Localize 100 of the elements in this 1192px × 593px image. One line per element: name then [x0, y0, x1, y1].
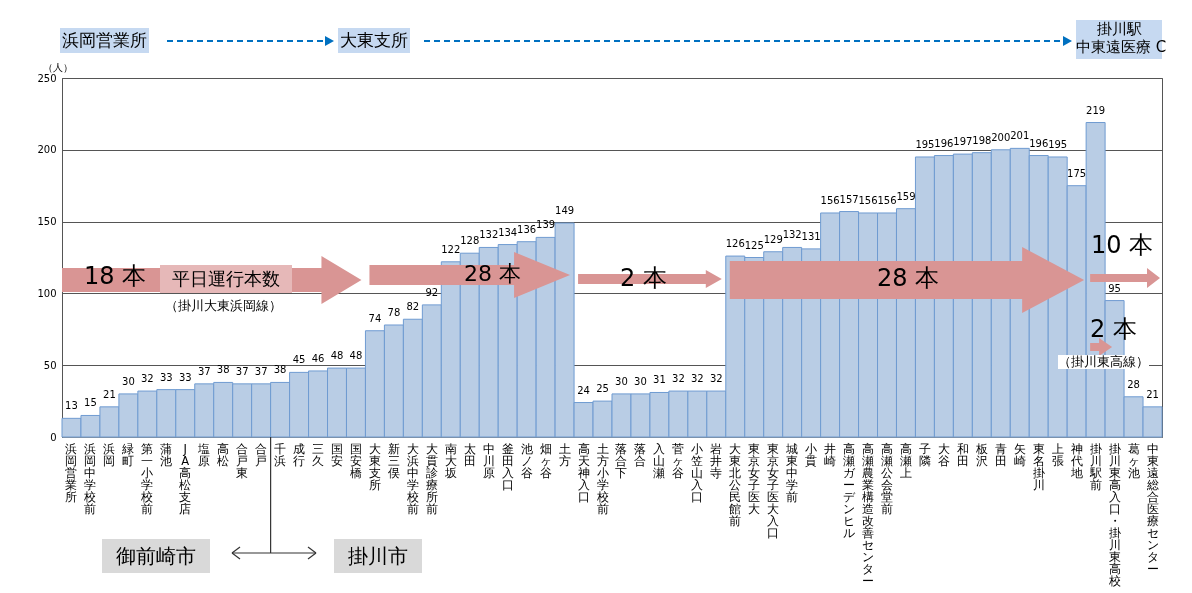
category-label: 高瀬農業構造改善センター [862, 441, 875, 588]
x-tick-label: 大東北公民館前 [729, 441, 742, 528]
x-tick-label: 矢崎 [1013, 441, 1026, 468]
x-tick-label: 東名掛川 [1032, 441, 1045, 492]
data-label: 219 [1086, 104, 1106, 116]
x-tick-label: 国安橋 [349, 441, 362, 480]
y-axis-title: （人） [42, 61, 73, 73]
x-tick-label: 井崎 [824, 441, 837, 468]
x-tick-label: 高瀬上 [899, 441, 912, 480]
x-tick-label: 中川原 [482, 441, 495, 480]
data-label: 33 [159, 371, 173, 383]
x-tick-label: 浜岡中学校前 [83, 441, 97, 516]
x-tick-label: 大貫診療所前 [425, 441, 438, 516]
data-label: 175 [1067, 167, 1087, 179]
data-label: 13 [65, 400, 78, 412]
data-label: 196 [1029, 137, 1049, 149]
x-tick-label: 東京女子医大入口 [767, 441, 780, 540]
data-label: 37 [197, 365, 211, 377]
data-label: 132 [782, 229, 802, 241]
data-label: 48 [349, 350, 363, 362]
x-tick-label: 小笠山入口 [691, 441, 704, 504]
x-tick-label: JA高松支店 [179, 441, 192, 516]
x-tick-label: 青田 [994, 441, 1007, 468]
x-tick-label: 落合下 [615, 441, 628, 480]
data-label: 196 [934, 137, 954, 149]
data-label: 198 [972, 134, 992, 146]
text: 浜岡営業所 [60, 28, 149, 53]
data-label: 31 [653, 374, 666, 386]
x-tick-label: 千浜 [274, 441, 287, 468]
data-label: 21 [1146, 388, 1159, 400]
x-tick-label: 浜岡営業所 [65, 441, 78, 504]
annotation: 2 本 [620, 264, 667, 292]
data-label: 25 [596, 383, 609, 395]
data-label: 134 [498, 226, 518, 238]
data-label: 32 [690, 373, 704, 385]
data-label: 195 [1048, 138, 1068, 150]
x-tick-label: 高瀬公会堂前 [881, 441, 893, 516]
x-tick-label: 合戸 [255, 441, 268, 468]
category-label: 中東遠総合医療センター [1146, 441, 1159, 576]
data-label: 33 [178, 371, 192, 383]
y-tick-label: 100 [37, 287, 57, 299]
x-tick-label: 落合 [634, 441, 647, 468]
data-label: 122 [441, 243, 461, 255]
data-label: 37 [235, 365, 249, 377]
annotation: 28 本 [464, 261, 521, 286]
annotation: （掛川大東浜岡線） [165, 298, 282, 314]
data-label: 78 [387, 306, 401, 318]
data-label: 37 [254, 365, 268, 377]
x-tick-label: 掛川駅前 [1088, 441, 1102, 492]
annotation: 18 本 [84, 262, 147, 290]
x-tick-label: 岩井寺 [710, 441, 723, 480]
x-tick-label: 板沢 [974, 441, 988, 468]
x-tick-label: 南大坂 [443, 441, 457, 480]
data-label: 21 [103, 388, 116, 400]
x-tick-label: 小貫 [805, 441, 818, 468]
data-label: 48 [330, 350, 344, 362]
annotation: （掛川東高線） [1058, 354, 1149, 370]
data-label: 125 [744, 239, 764, 251]
data-label: 157 [839, 193, 859, 205]
x-tick-label: 塩原 [197, 441, 211, 468]
x-tick-label: 高天神入口 [577, 441, 590, 504]
data-label: 156 [858, 194, 878, 206]
data-label: 136 [517, 223, 537, 235]
annotation: 10 本 [1091, 231, 1154, 259]
x-tick-label: 大浜中学校前 [405, 441, 419, 516]
data-label: 45 [292, 354, 306, 366]
x-tick-label: 畑ヶ谷 [539, 441, 552, 480]
x-tick-label: 釜田入口 [501, 441, 514, 492]
x-tick-label: 大谷 [937, 441, 950, 468]
data-label: 95 [1108, 282, 1121, 294]
text: 大東支所 [338, 28, 410, 53]
x-tick-label: 浜岡 [103, 441, 116, 468]
x-tick-label: 新三俣 [387, 441, 400, 480]
data-label: 156 [820, 194, 840, 206]
data-label: 32 [672, 373, 685, 385]
data-label: 197 [953, 136, 973, 148]
x-tick-label: 土方小学校前 [595, 441, 609, 516]
x-tick-label: 緑町 [121, 441, 135, 468]
data-label: 24 [577, 384, 590, 396]
text: 御前崎市 [102, 539, 210, 573]
data-label: 195 [915, 138, 935, 150]
x-tick-label: 土方 [558, 441, 571, 468]
x-tick-label: 子隣 [918, 441, 931, 468]
x-tick-label: 三久 [312, 441, 325, 468]
x-tick-label: 東京女子医大 [748, 441, 761, 516]
x-tick-label: 大東支所 [368, 441, 381, 492]
data-label: 38 [216, 364, 230, 376]
x-tick-label: 蒲池 [160, 441, 173, 468]
data-label: 129 [763, 233, 783, 245]
data-label: 126 [725, 238, 745, 250]
y-tick-label: 200 [37, 144, 57, 156]
y-tick-label: 150 [37, 216, 57, 228]
data-label: 46 [311, 352, 325, 364]
x-tick-label: 葛ヶ池 [1127, 441, 1140, 480]
data-label: 30 [634, 375, 647, 387]
x-tick-label: 池ノ谷 [520, 441, 533, 480]
x-tick-label: 国安 [331, 441, 343, 468]
x-tick-label: 上張 [1051, 441, 1064, 468]
data-label: 32 [709, 373, 723, 385]
annotation: 平日運行本数 [160, 265, 292, 293]
